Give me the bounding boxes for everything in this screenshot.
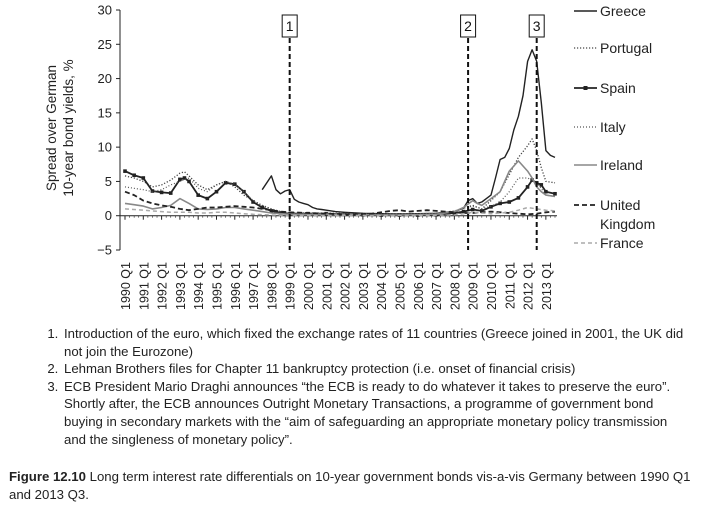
series-point-spain: [159, 190, 164, 195]
legend-label: Spain: [600, 80, 636, 96]
series-point-spain: [516, 196, 521, 200]
x-tick-label: 1998 Q1: [265, 262, 279, 310]
x-tick-label: 2005 Q1: [393, 262, 407, 310]
legend-label: United: [600, 197, 640, 213]
series-point-spain: [452, 211, 457, 215]
legend-label: France: [600, 235, 644, 251]
legend-label: Italy: [600, 119, 626, 135]
footnote-2: Lehman Brothers files for Chapter 11 ban…: [62, 360, 686, 378]
legend-label: Greece: [600, 3, 646, 19]
x-tick-label: 2007 Q1: [430, 262, 444, 310]
series-point-spain: [232, 182, 237, 186]
x-tick-label: 2009 Q1: [467, 262, 481, 310]
x-tick-label: 1992 Q1: [156, 262, 170, 310]
legend-swatch-marker: [583, 86, 588, 90]
series-point-spain: [260, 205, 265, 210]
series-line-united-kingdom: [124, 190, 556, 216]
y-tick-label: 5: [105, 174, 112, 189]
series-point-spain: [141, 176, 146, 180]
series-point-spain: [461, 209, 466, 214]
x-tick-label: 2012 Q1: [522, 262, 536, 310]
x-tick-label: 2011 Q1: [503, 262, 517, 309]
figure-caption-text: Long term interest rate differentials on…: [9, 469, 691, 502]
x-tick-label: 1996 Q1: [229, 262, 243, 310]
figure-caption: Figure 12.10 Long term interest rate dif…: [9, 468, 699, 504]
series-line-ireland: [124, 160, 556, 216]
series-point-spain: [178, 177, 182, 182]
series-point-spain: [123, 169, 127, 173]
y-axis-label: Spread over German: [44, 65, 59, 191]
event-marker-label: 3: [533, 18, 541, 34]
y-tick-label: 25: [98, 37, 112, 52]
x-tick-label: 1993 Q1: [174, 262, 188, 310]
series-point-spain: [251, 200, 255, 204]
footnote-1: Introduction of the euro, which fixed th…: [62, 325, 686, 360]
series-point-spain: [544, 189, 548, 194]
series-point-spain: [539, 183, 544, 187]
x-tick-label: 2010 Q1: [485, 262, 499, 310]
x-tick-label: 2006 Q1: [412, 262, 426, 310]
x-tick-label: 2003 Q1: [357, 262, 371, 310]
x-tick-label: 2008 Q1: [448, 262, 462, 310]
x-tick-label: 1997 Q1: [247, 262, 261, 310]
series-point-spain: [498, 201, 502, 206]
series-point-spain: [214, 189, 219, 194]
series-point-spain: [480, 209, 484, 213]
series-point-spain: [223, 181, 228, 185]
footnote-3: ECB President Mario Draghi announces “th…: [62, 378, 686, 448]
series-point-spain: [132, 173, 136, 178]
series-point-spain: [553, 191, 557, 196]
y-tick-label: 15: [98, 105, 112, 120]
y-tick-label: −5: [97, 243, 112, 258]
series-point-spain: [187, 179, 191, 184]
x-tick-label: 2002 Q1: [339, 262, 353, 310]
y-tick-label: 10: [98, 140, 112, 155]
x-tick-label: 1991 Q1: [137, 262, 151, 310]
event-marker-box: [528, 14, 545, 38]
series-line-portugal: [124, 138, 556, 215]
series-point-spain: [150, 189, 155, 193]
x-tick-label: 2001 Q1: [320, 262, 334, 310]
series-line-italy: [124, 177, 556, 215]
series-point-spain: [196, 193, 200, 197]
x-tick-label: 1994 Q1: [192, 262, 206, 310]
series-point-spain: [242, 189, 246, 194]
figure-label: Figure 12.10: [9, 469, 86, 484]
x-tick-label: 2004 Q1: [375, 262, 389, 310]
y-tick-label: 0: [105, 208, 112, 223]
x-tick-label: 1999 Q1: [284, 262, 298, 310]
x-tick-label: 1995 Q1: [210, 262, 224, 310]
y-axis-label: 10-year bond yields, %: [61, 59, 76, 196]
series-point-spain: [507, 200, 512, 204]
series-point-spain: [489, 205, 493, 209]
event-marker-label: 1: [286, 18, 294, 34]
chart: 30 25 20 15 10 5 0 −5 Spread over German 10-year …: [44, 3, 655, 310]
legend-label: Kingdom: [600, 216, 655, 232]
series-point-spain: [269, 209, 274, 213]
series-point-spain: [470, 207, 475, 212]
series-point-spain: [182, 176, 187, 180]
y-tick-label: 20: [98, 71, 112, 86]
event-marker-label: 2: [464, 18, 472, 34]
series-point-spain: [205, 196, 210, 201]
x-tick-label: 2000 Q1: [302, 262, 316, 310]
footnotes: Introduction of the euro, which fixed th…: [46, 325, 686, 448]
event-marker-box: [281, 14, 298, 38]
series-point-spain: [168, 191, 173, 195]
x-tick-label: 1990 Q1: [119, 262, 133, 310]
legend-label: Portugal: [600, 40, 652, 56]
event-marker-box: [460, 14, 477, 38]
legend-label: Ireland: [600, 157, 643, 173]
x-tick-label: 2013 Q1: [540, 262, 554, 310]
series-point-spain: [525, 185, 530, 189]
series-point-spain: [530, 178, 534, 182]
y-tick-label: 30: [98, 3, 112, 18]
